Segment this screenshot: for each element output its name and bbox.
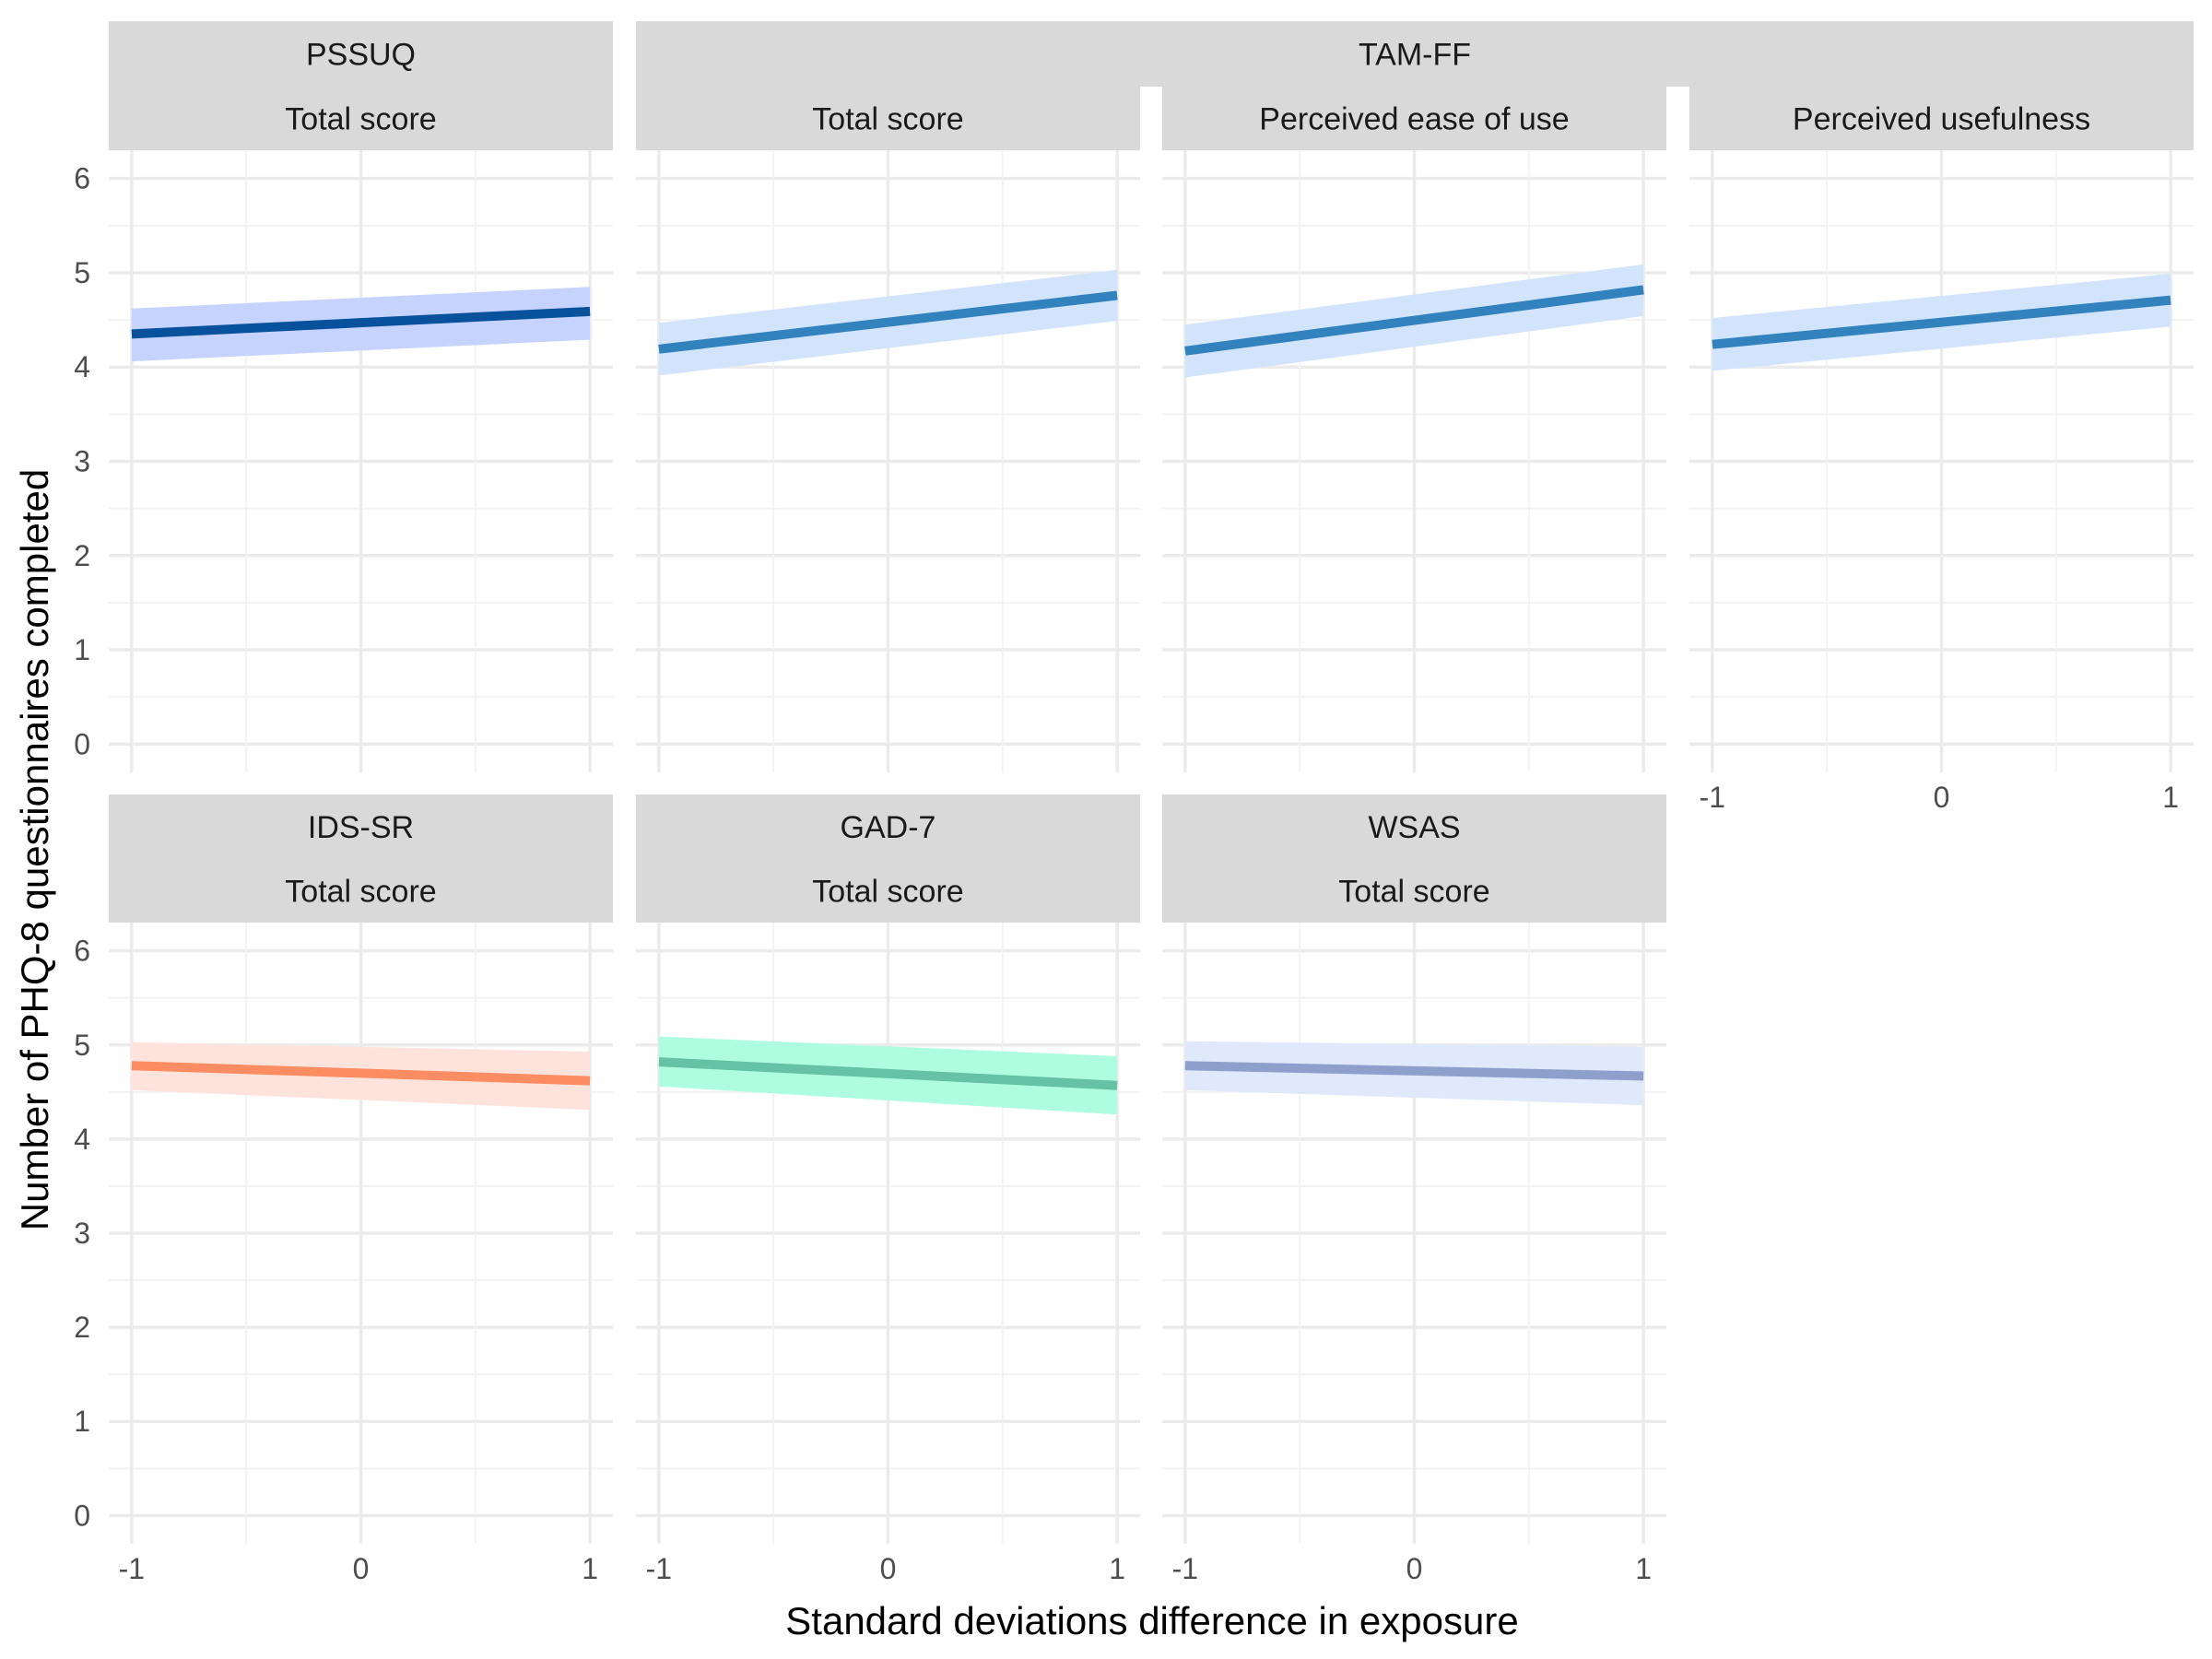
x-tick-label: 0 [353,1552,370,1585]
facet-sub-label: Perceived usefulness [1793,102,2090,137]
panel-grid [1162,150,1666,772]
x-tick-label: 0 [1406,1552,1423,1585]
facet-sub-label: Total score [812,875,963,910]
y-axis-title: Number of PHQ-8 questionnaires completed [13,469,56,1230]
facet-group-label: TAM-FF [1359,38,1471,73]
y-tick-label: 1 [74,1405,90,1438]
facet-group-label: GAD-7 [841,810,936,845]
facet-group-label: IDS-SR [308,810,414,845]
y-tick-label: 2 [74,1311,90,1344]
x-tick-label: 1 [1109,1552,1125,1585]
series-line [1184,285,1644,356]
series-line [658,290,1118,354]
x-tick-label: 0 [880,1552,897,1585]
facet-strip [636,794,1140,923]
series-line [131,306,591,339]
facet-sub-label: Perceived ease of use [1259,102,1569,137]
x-tick-label: -1 [1700,781,1725,814]
y-tick-label: 5 [74,256,90,289]
y-tick-label: 4 [74,1123,90,1156]
facet-strip [1162,794,1666,923]
x-tick-label: -1 [646,1552,672,1585]
facet-sub-label: Total score [285,102,436,137]
facet-group-label: WSAS [1368,810,1460,845]
x-tick-label: 1 [582,1552,598,1585]
facet-group-strip [636,21,2194,87]
y-tick-label: 6 [74,935,90,968]
series-line [131,1061,591,1086]
x-tick-label: -1 [119,1552,145,1585]
y-tick-label: 0 [74,727,90,760]
facet-strip [109,21,613,150]
y-tick-label: 2 [74,539,90,572]
x-tick-label: 1 [2162,781,2179,814]
series-line [1184,1061,1644,1081]
facet-sub-label: Total score [1338,875,1489,910]
y-tick-label: 3 [74,1217,90,1250]
facet-sub-label: Total score [812,102,963,137]
facet-sub-strip [1162,87,1666,150]
x-tick-label: -1 [1172,1552,1198,1585]
facet-sub-label: Total score [285,875,436,910]
facet-strip [109,794,613,923]
panel-grid [109,150,613,772]
panel-grid [1689,150,2194,772]
panel-grid [636,923,1140,1544]
y-tick-label: 6 [74,162,90,195]
facet-sub-strip [636,87,1140,150]
panel-grid [1162,923,1666,1544]
y-tick-label: 1 [74,633,90,666]
x-axis-title: Standard deviations difference in exposu… [785,1599,1518,1642]
series-line [658,1057,1118,1090]
facet-sub-strip [1689,87,2194,150]
panel-grid [109,923,613,1544]
x-tick-label: 1 [1635,1552,1652,1585]
x-tick-label: 0 [1934,781,1950,814]
y-tick-label: 3 [74,445,90,478]
y-tick-label: 0 [74,1499,90,1532]
facet-group-label: PSSUQ [306,38,416,73]
y-tick-label: 5 [74,1029,90,1062]
series-line [1712,295,2171,349]
y-tick-label: 4 [74,350,90,383]
panel-grid [636,150,1140,772]
